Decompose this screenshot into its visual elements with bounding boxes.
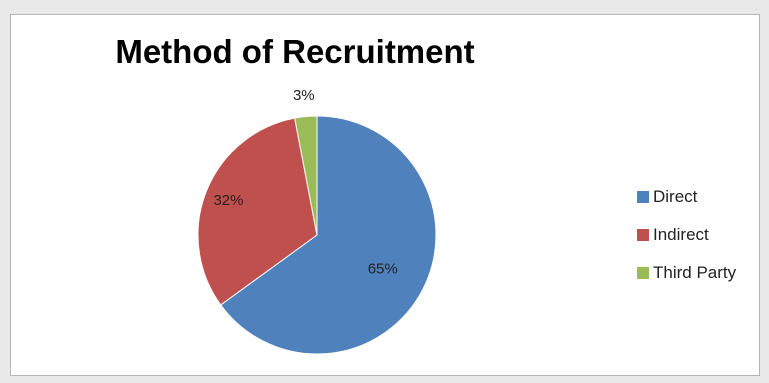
legend-swatch-third-party [637,267,649,279]
legend-label-indirect: Indirect [653,225,709,244]
legend-label-direct: Direct [653,187,698,206]
legend-item-indirect: Indirect [637,225,736,245]
chart-title: Method of Recruitment [115,33,475,70]
chart-frame: Method of Recruitment 65% 32% 3% Direct In… [10,14,760,376]
pie-slice-indirect [197,117,318,306]
data-label-direct: 65% [368,260,398,277]
legend: Direct Indirect Third Party [637,187,736,301]
pie-slice-third-party [294,115,318,236]
legend-item-direct: Direct [637,187,736,207]
pie-chart: 65% 32% 3% [197,87,437,355]
data-label-indirect: 32% [213,192,243,209]
pie-slice-direct [220,115,437,355]
legend-swatch-indirect [637,229,649,241]
legend-label-third-party: Third Party [653,263,737,282]
legend-item-third-party: Third Party [637,263,736,283]
legend-swatch-direct [637,191,649,203]
data-label-third-party: 3% [293,87,315,104]
